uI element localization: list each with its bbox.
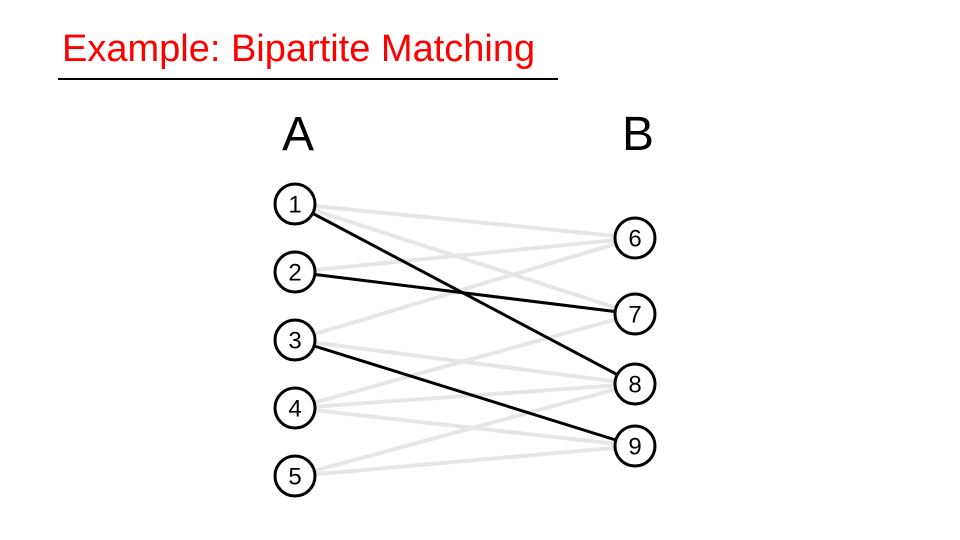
unmatched-edges [295,204,635,476]
edge-2-7 [295,272,635,314]
edge-4-9 [295,408,635,446]
node-4-label: 4 [288,396,301,423]
node-8-label: 8 [628,372,641,399]
node-2-label: 2 [288,260,301,287]
node-9-label: 9 [628,434,641,461]
slide: Example: Bipartite Matching 12345 6789 A… [0,0,960,540]
set-b-nodes: 6 7 8 9 [615,218,655,466]
set-a-nodes: 1 2 3 4 5 [275,184,315,496]
node-3-label: 3 [288,328,301,355]
bipartite-graph: 1 2 3 4 5 6 7 8 9 A B [0,0,960,540]
node-6-label: 6 [628,226,641,253]
node-1-label: 1 [288,192,301,219]
set-b-label: B [622,108,654,161]
node-5-label: 5 [288,464,301,491]
node-7-label: 7 [628,302,641,329]
set-a-label: A [282,108,314,161]
